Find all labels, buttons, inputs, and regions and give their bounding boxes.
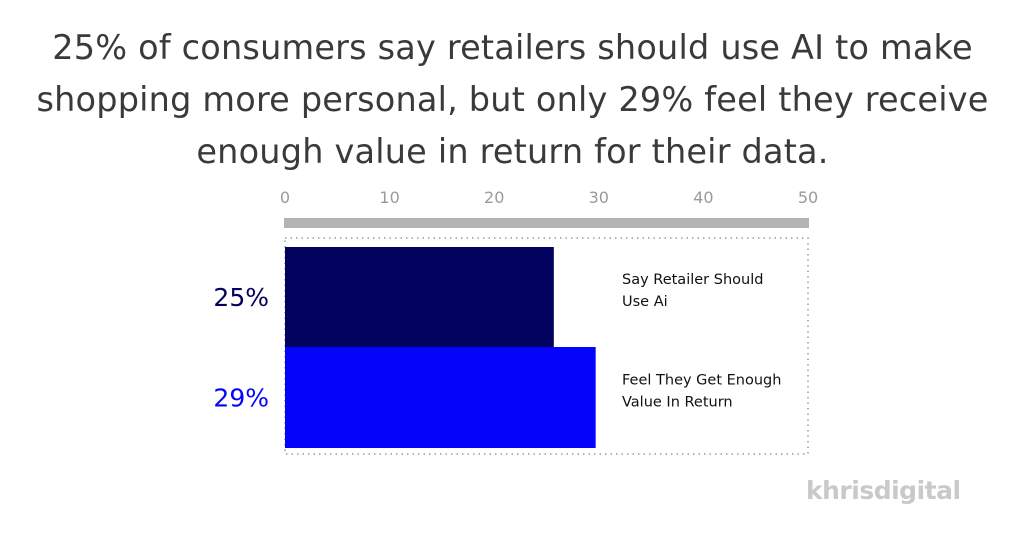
value-label: 25% [213,283,269,312]
bar [285,247,554,347]
x-tick-label: 40 [693,188,713,207]
khrisdigital-logo: khrisdigital [806,476,961,505]
bars [285,247,596,448]
x-axis-ticks: 0 10 20 30 40 50 [280,188,818,207]
x-tick-label: 20 [484,188,504,207]
bar [285,347,596,448]
category-label: Say Retailer Should Use Ai [622,272,763,310]
chart-title: 25% of consumers say retailers should us… [36,28,989,171]
x-tick-label: 10 [379,188,399,207]
value-label: 29% [213,384,269,413]
x-tick-label: 0 [280,188,290,207]
x-tick-label: 50 [798,188,818,207]
x-tick-label: 30 [589,188,609,207]
category-labels: 25% Say Retailer Should Use Ai 29% Feel They… [213,272,781,413]
x-axis-bar [284,218,809,228]
category-label: Feel They Get Enough Value In Return [622,373,781,411]
